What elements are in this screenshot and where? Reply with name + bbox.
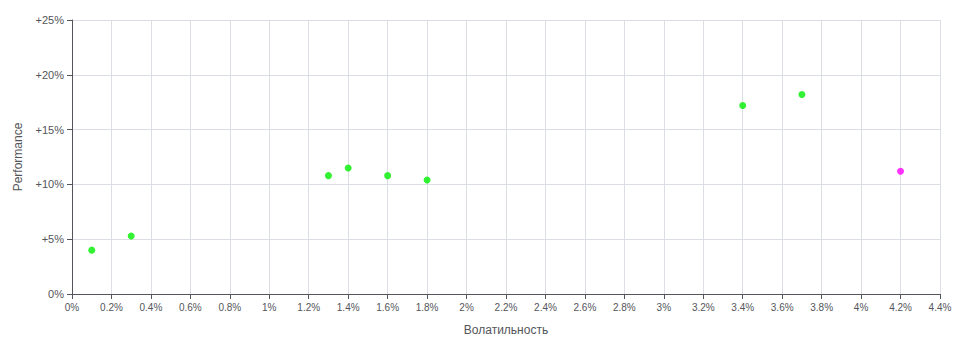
svg-text:+20%: +20% — [36, 69, 65, 81]
svg-text:+15%: +15% — [36, 124, 65, 136]
svg-text:0%: 0% — [48, 288, 64, 300]
svg-text:+5%: +5% — [42, 233, 65, 245]
svg-text:Волатильность: Волатильность — [464, 323, 548, 337]
svg-text:0.2%: 0.2% — [100, 302, 123, 313]
svg-text:1.4%: 1.4% — [337, 302, 360, 313]
svg-text:2.8%: 2.8% — [613, 302, 636, 313]
svg-text:4.4%: 4.4% — [929, 302, 952, 313]
svg-text:0.6%: 0.6% — [179, 302, 202, 313]
svg-text:0.8%: 0.8% — [218, 302, 241, 313]
svg-text:1.6%: 1.6% — [376, 302, 399, 313]
svg-text:Performance: Performance — [11, 122, 25, 191]
svg-text:+25%: +25% — [36, 14, 65, 26]
svg-text:0%: 0% — [65, 302, 80, 313]
svg-text:3.6%: 3.6% — [771, 302, 794, 313]
svg-text:3%: 3% — [657, 302, 672, 313]
svg-text:2.4%: 2.4% — [534, 302, 557, 313]
svg-text:1.8%: 1.8% — [416, 302, 439, 313]
svg-text:2%: 2% — [459, 302, 474, 313]
svg-text:2.2%: 2.2% — [495, 302, 518, 313]
svg-text:+10%: +10% — [36, 178, 65, 190]
svg-text:4.2%: 4.2% — [889, 302, 912, 313]
svg-text:1.2%: 1.2% — [297, 302, 320, 313]
svg-text:1%: 1% — [262, 302, 277, 313]
svg-text:3.2%: 3.2% — [692, 302, 715, 313]
svg-text:0.4%: 0.4% — [140, 302, 163, 313]
svg-text:2.6%: 2.6% — [574, 302, 597, 313]
svg-text:3.8%: 3.8% — [810, 302, 833, 313]
svg-text:4%: 4% — [854, 302, 869, 313]
svg-text:3.4%: 3.4% — [731, 302, 754, 313]
